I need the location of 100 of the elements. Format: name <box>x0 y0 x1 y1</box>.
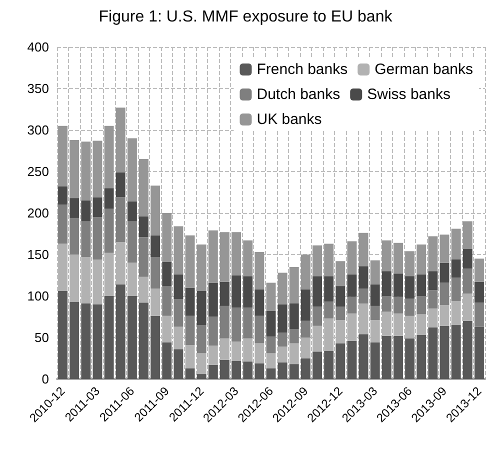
bar <box>92 259 102 304</box>
bar <box>162 213 172 262</box>
bar <box>358 266 368 289</box>
bar <box>451 259 461 278</box>
bar <box>300 289 310 321</box>
bar <box>139 276 148 303</box>
bar <box>150 316 160 379</box>
bar <box>81 200 91 222</box>
bar <box>232 308 242 342</box>
bar <box>127 262 137 296</box>
bar <box>324 302 334 318</box>
bar <box>394 313 403 336</box>
bar <box>162 342 172 379</box>
bar <box>312 306 322 326</box>
bar <box>416 274 426 296</box>
bar <box>116 242 126 284</box>
bar <box>174 326 184 350</box>
bar <box>127 221 137 263</box>
bar <box>312 276 322 307</box>
bar <box>139 237 148 277</box>
y-tick-label: 250 <box>27 164 49 179</box>
bar <box>81 142 91 201</box>
bar <box>196 291 206 326</box>
bar <box>382 271 392 296</box>
bar <box>451 325 461 379</box>
chart-title: Figure 1: U.S. MMF exposure to EU bank <box>98 8 394 26</box>
bar <box>139 159 148 216</box>
bar <box>220 282 230 306</box>
bar <box>370 342 380 379</box>
bar <box>440 234 450 263</box>
bar <box>254 252 264 290</box>
bar <box>324 244 334 276</box>
bar <box>150 235 160 257</box>
bar <box>254 343 264 364</box>
bar <box>370 284 380 306</box>
y-tick-label: 300 <box>27 122 49 138</box>
bar <box>58 204 68 244</box>
bar <box>474 282 484 303</box>
bar <box>185 344 195 368</box>
bar <box>440 305 450 326</box>
bar <box>185 368 195 379</box>
bar <box>232 360 242 379</box>
bar <box>382 240 392 272</box>
y-tick-label: 350 <box>27 81 49 96</box>
bar <box>208 316 218 346</box>
bar <box>127 138 137 202</box>
bar <box>394 242 403 274</box>
bar <box>81 221 91 257</box>
bar <box>220 360 230 379</box>
bar <box>92 304 102 379</box>
bar <box>462 268 472 294</box>
bar <box>243 240 253 276</box>
bar <box>162 286 172 316</box>
bar <box>220 232 230 282</box>
bar <box>394 336 403 379</box>
bar <box>451 300 461 326</box>
bar <box>266 353 276 368</box>
bar <box>382 336 392 379</box>
bar <box>208 346 218 365</box>
bar <box>70 302 80 379</box>
bar <box>104 208 114 253</box>
bar <box>278 304 288 333</box>
bar <box>174 274 184 300</box>
bar <box>405 276 415 298</box>
bar <box>220 338 230 360</box>
bar <box>336 343 346 379</box>
bar <box>58 244 68 292</box>
y-tick-label: 200 <box>27 206 49 220</box>
bar <box>370 306 380 320</box>
bar <box>451 278 461 301</box>
bar <box>347 340 357 379</box>
bar <box>150 288 160 316</box>
bar <box>289 343 299 364</box>
bar <box>474 302 484 327</box>
bar <box>462 221 472 249</box>
bar <box>58 126 68 186</box>
bar <box>92 217 102 260</box>
bar <box>243 338 253 362</box>
bar <box>232 342 242 361</box>
bar <box>336 261 346 286</box>
bar <box>312 326 322 352</box>
bar <box>428 308 438 328</box>
bar <box>266 336 276 354</box>
bar <box>289 303 299 330</box>
bar <box>58 291 68 379</box>
y-tick-label: 400 <box>27 40 49 54</box>
bar <box>81 303 91 379</box>
bar <box>358 303 368 334</box>
bar <box>232 232 242 276</box>
bar <box>416 314 426 336</box>
bar <box>70 140 80 198</box>
bar <box>405 316 415 338</box>
bar <box>440 326 450 379</box>
bar <box>254 289 264 316</box>
bar <box>58 186 68 205</box>
bar <box>116 197 126 242</box>
bar <box>416 335 426 379</box>
bar <box>289 266 299 304</box>
bar <box>428 271 438 290</box>
bar <box>185 288 195 316</box>
